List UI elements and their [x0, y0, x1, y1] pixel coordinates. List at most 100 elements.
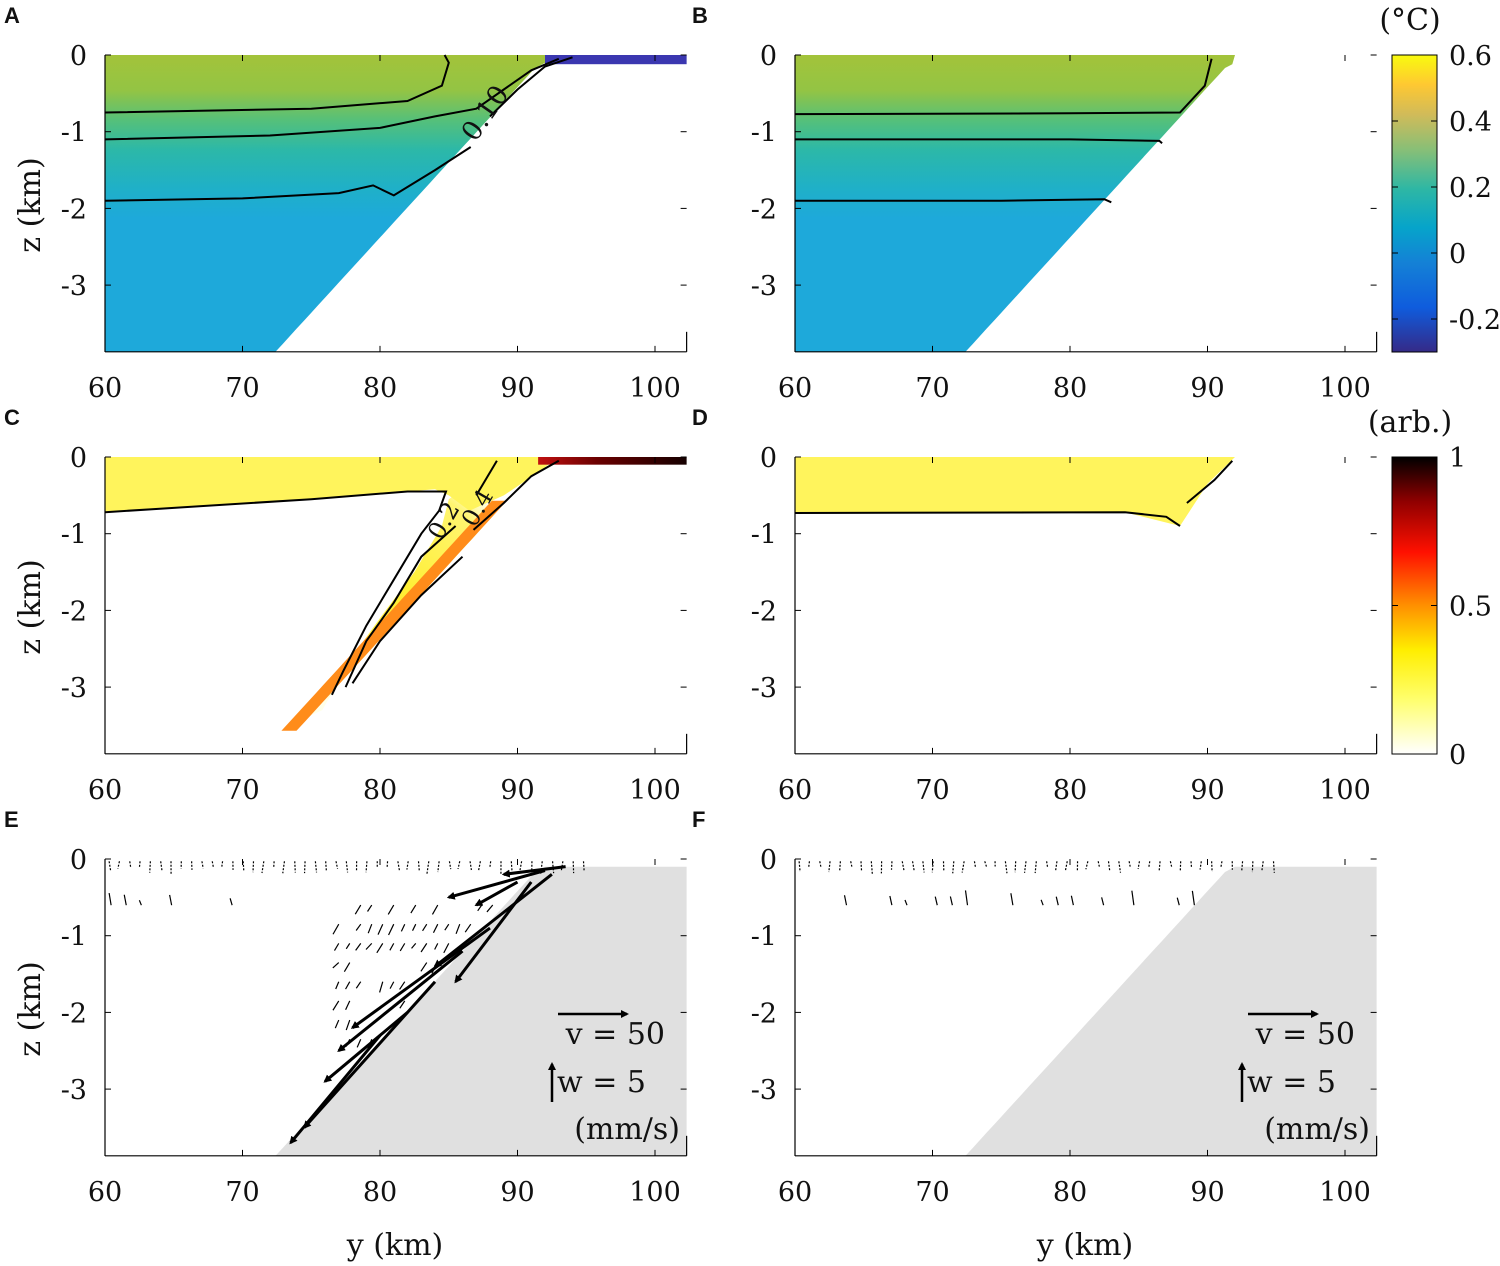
y-tick-label: -3: [751, 271, 777, 302]
x-tick-label: 90: [1190, 373, 1224, 404]
quiver-arrow: [1010, 893, 1014, 906]
x-tick-label: 60: [88, 775, 122, 806]
velocity-arrow: [350, 926, 491, 1029]
quiver-arrow: [367, 904, 373, 912]
quiver-arrow: [303, 861, 306, 874]
y-axis-label: y (km): [346, 1228, 444, 1263]
quiver-arrow: [242, 861, 245, 872]
colorbar-gradient: [1391, 456, 1438, 755]
quiver-arrow: [434, 943, 439, 950]
y-tick-label: -3: [751, 673, 777, 704]
temperature-field: [105, 55, 559, 352]
x-tick-label: 90: [1190, 775, 1224, 806]
x-tick-label: 90: [500, 373, 534, 404]
topography: [965, 866, 1377, 1156]
quiver-arrow: [464, 923, 472, 933]
x-tick-label: 70: [225, 1177, 259, 1208]
quiver-arrow: [1055, 896, 1059, 906]
y-tick-label: -3: [61, 1075, 87, 1106]
quiver-arrow: [1158, 861, 1161, 872]
x-tick-label: 80: [1053, 775, 1087, 806]
quiver-arrow: [1272, 861, 1275, 873]
quiver-arrow: [377, 923, 384, 935]
quiver-arrow: [343, 962, 351, 972]
quiver-arrow: [365, 861, 368, 873]
panel-D: 60 70 80 90 100 0 -1 -2 -3 D: [692, 405, 1378, 806]
contour-line: [795, 198, 1112, 204]
quiver-field: [798, 861, 1275, 906]
panel-F: v = 50 w = 5 (mm/s) 60 70 80 90 100 0 -1 -2 -3 Fy (k…: [692, 807, 1378, 1263]
y-tick-label: -1: [751, 922, 777, 953]
quiver-arrow: [1040, 899, 1044, 906]
quiver-arrow: [1101, 897, 1105, 906]
quiver-arrow: [931, 861, 934, 873]
quiver-arrow: [486, 904, 494, 913]
quiver-arrow: [850, 861, 853, 869]
y-tick-label: -3: [751, 1075, 777, 1106]
colorbar-tick-label: 1: [1449, 443, 1466, 474]
contour-line: [475, 460, 498, 496]
quiver-arrow: [388, 923, 395, 936]
units-label: (mm/s): [574, 1112, 680, 1147]
panel-letter: B: [692, 3, 708, 28]
quiver-arrow: [354, 904, 362, 915]
x-tick-label: 80: [1053, 1177, 1087, 1208]
quiver-arrow: [412, 923, 417, 931]
x-tick-label: 100: [629, 1177, 681, 1208]
quiver-arrow: [160, 861, 163, 872]
quiver-arrow: [469, 861, 472, 871]
colorbar-tick-label: -0.2: [1449, 305, 1500, 336]
topography: [275, 866, 687, 1156]
z-axis-label: z (km): [13, 157, 48, 252]
quiver-legend: v = 50 w = 5 (mm/s): [1238, 1010, 1370, 1147]
x-tick-label: 70: [915, 373, 949, 404]
quiver-arrow: [1220, 861, 1223, 868]
quiver-arrow: [314, 861, 318, 873]
quiver-arrow: [828, 861, 831, 873]
quiver-arrow: [1191, 890, 1195, 906]
quiver-arrow: [1064, 861, 1068, 871]
colorbar-temperature: 0.6 0.4 0.2 0 -0.2 (°C): [1379, 3, 1500, 353]
z-axis-label: z (km): [13, 559, 48, 654]
panel-B: 60 70 80 90 100 0 -1 -2 -3 B: [692, 3, 1378, 404]
x-tick-label: 80: [363, 1177, 397, 1208]
quiver-arrow: [1190, 861, 1193, 869]
z-axis-label: z (km): [13, 961, 48, 1056]
quiver-arrow: [356, 1039, 362, 1048]
contour-line: [794, 511, 1181, 527]
quiver-arrow: [149, 861, 151, 873]
velocity-arrow: [446, 869, 546, 900]
quiver-arrow: [406, 861, 409, 870]
colorbar-tick-label: 0.2: [1449, 173, 1492, 204]
quiver-arrow: [889, 895, 893, 906]
panel-letter: A: [4, 3, 20, 28]
y-tick-label: 0: [760, 443, 777, 474]
contour-line: [344, 525, 457, 688]
quiver-arrow: [448, 861, 452, 870]
quiver-arrow: [1070, 895, 1074, 906]
quiver-arrow: [477, 861, 481, 872]
colorbar-unit-label: (°C): [1379, 3, 1440, 38]
contour-line: [351, 555, 464, 684]
x-tick-label: 70: [225, 775, 259, 806]
quiver-arrow: [400, 923, 406, 932]
quiver-arrow: [843, 895, 848, 906]
quiver-arrow: [455, 923, 461, 935]
x-tick-label: 100: [629, 775, 681, 806]
quiver-arrow: [332, 923, 340, 935]
quiver-arrow: [261, 861, 265, 874]
quiver-arrow: [332, 1000, 340, 1011]
tracer-surface-layer: [105, 457, 559, 513]
colorbar-tick-label: 0.4: [1449, 107, 1492, 138]
x-tick-label: 90: [1190, 1177, 1224, 1208]
quiver-arrow: [1251, 861, 1254, 873]
quiver-arrow: [1169, 861, 1173, 868]
quiver-arrow: [510, 861, 513, 872]
quiver-arrow: [973, 861, 977, 869]
quiver-arrow: [961, 861, 965, 873]
quiver-arrow: [129, 861, 132, 869]
w-scale-label: w = 5: [557, 1065, 646, 1100]
quiver-arrow: [420, 962, 428, 972]
quiver-arrow: [1085, 861, 1089, 870]
